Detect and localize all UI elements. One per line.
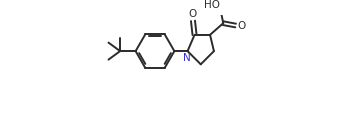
Text: N: N: [183, 53, 191, 63]
Text: HO: HO: [204, 0, 220, 10]
Text: O: O: [188, 9, 196, 19]
Text: O: O: [237, 21, 246, 31]
